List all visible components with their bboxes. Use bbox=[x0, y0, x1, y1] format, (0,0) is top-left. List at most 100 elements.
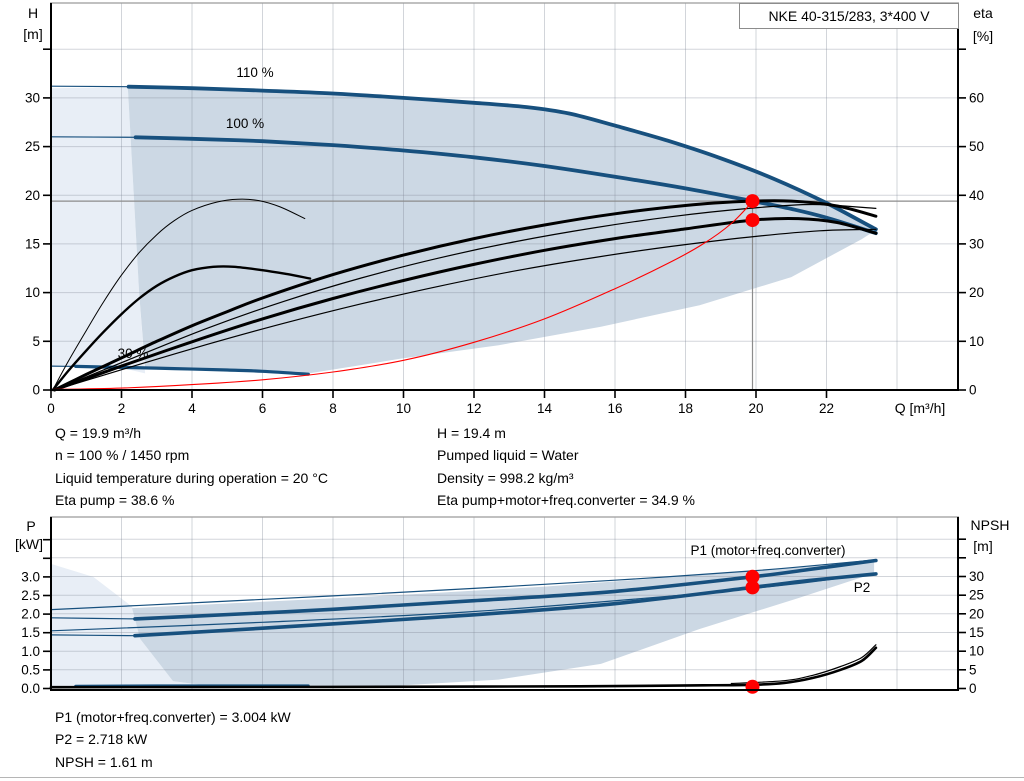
svg-text:22: 22 bbox=[819, 401, 834, 416]
pump-title-text: NKE 40-315/283, 3*400 V bbox=[768, 8, 930, 24]
svg-text:10: 10 bbox=[969, 334, 984, 349]
p-axis-unit: [kW] bbox=[15, 536, 43, 552]
qh-110-start-curve bbox=[50, 85, 133, 88]
axis-ticks: 0.0 0.5 1.0 1.5 2.0 2.5 3.0 0 5 10 15 20 25 30 bbox=[21, 538, 984, 696]
info-speed: n = 100 % / 1450 rpm bbox=[55, 447, 190, 464]
system-curve-curve bbox=[50, 201, 754, 391]
eta-total-30-curve bbox=[51, 265, 312, 392]
h-axis-unit: [m] bbox=[23, 26, 43, 42]
p2-100-curve bbox=[133, 572, 878, 638]
q-axis-label: Q [m³/h] bbox=[894, 400, 946, 416]
svg-text:20: 20 bbox=[969, 606, 984, 621]
svg-text:10: 10 bbox=[25, 285, 40, 300]
svg-text:8: 8 bbox=[329, 401, 337, 416]
curves bbox=[49, 558, 878, 689]
region-envelope-light bbox=[51, 87, 146, 374]
svg-text:15: 15 bbox=[25, 236, 40, 251]
svg-text:1.5: 1.5 bbox=[21, 625, 40, 640]
curve-label: 110 % bbox=[236, 65, 273, 80]
npsh-curve bbox=[49, 646, 878, 689]
p2-100-start-curve bbox=[50, 634, 137, 637]
svg-text:0: 0 bbox=[47, 401, 55, 416]
eta-pump-110-curve bbox=[53, 203, 877, 391]
p1-100-start-curve bbox=[50, 617, 137, 620]
h-axis-name: H bbox=[27, 5, 39, 21]
eta-pump-30-curve bbox=[52, 198, 306, 391]
top-chart: 110 %100 %30 %05101520253001020304050600… bbox=[25, 2, 984, 416]
eta-axis-unit: [%] bbox=[972, 28, 994, 44]
bottom-chart: P1 (motor+freq.converter) P2 0.0 0.5 1.0 1.5 2… bbox=[21, 516, 984, 696]
bottom-separator-line bbox=[0, 777, 1024, 778]
svg-text:0: 0 bbox=[969, 681, 977, 696]
svg-text:20: 20 bbox=[25, 188, 40, 203]
svg-text:20: 20 bbox=[748, 401, 763, 416]
duty-point-dot bbox=[745, 194, 760, 209]
svg-text:30: 30 bbox=[969, 236, 984, 251]
svg-text:30: 30 bbox=[25, 90, 40, 105]
curve-label: 30 % bbox=[118, 346, 149, 361]
region-envelope-dark bbox=[132, 559, 875, 688]
svg-text:2: 2 bbox=[118, 401, 126, 416]
svg-text:4: 4 bbox=[188, 401, 196, 416]
svg-text:16: 16 bbox=[607, 401, 622, 416]
svg-text:10: 10 bbox=[969, 644, 984, 659]
svg-text:6: 6 bbox=[259, 401, 267, 416]
qh-100-start-curve bbox=[50, 136, 140, 138]
info-q: Q = 19.9 m³/h bbox=[55, 425, 141, 441]
svg-text:2.0: 2.0 bbox=[21, 607, 40, 622]
info-npsh: NPSH = 1.61 m bbox=[55, 753, 153, 770]
info-pumped-liquid: Pumped liquid = Water bbox=[437, 447, 579, 464]
svg-text:25: 25 bbox=[969, 588, 984, 603]
p-axis-name: P bbox=[26, 518, 36, 534]
p1-110-curve bbox=[50, 559, 877, 611]
info-eta-total: Eta pump+motor+freq.converter = 34.9 % bbox=[437, 492, 695, 509]
svg-text:30: 30 bbox=[969, 569, 984, 584]
svg-text:15: 15 bbox=[969, 625, 984, 640]
plot-border bbox=[50, 516, 959, 691]
pump-title-box: NKE 40-315/283, 3*400 V bbox=[739, 3, 959, 29]
qh-100-curve bbox=[133, 135, 878, 236]
svg-text:12: 12 bbox=[466, 401, 481, 416]
curve-label: P1 (motor+freq.converter) bbox=[691, 543, 846, 558]
duty-point-dot bbox=[745, 580, 760, 595]
region-envelope-light bbox=[51, 563, 221, 688]
curve-label: P2 bbox=[854, 580, 871, 595]
svg-text:0.0: 0.0 bbox=[21, 681, 40, 696]
info-p2: P2 = 2.718 kW bbox=[55, 731, 148, 748]
eta-axis-name: eta bbox=[973, 5, 993, 21]
axis-ticks: 0 5 10 15 20 25 30 0 10 20 30 40 50 60 0 2 4 6 8 10 12 14 16 18… bbox=[25, 48, 984, 416]
svg-text:2.5: 2.5 bbox=[21, 588, 40, 603]
speed-envelope-regions bbox=[51, 559, 875, 688]
svg-text:1.0: 1.0 bbox=[21, 644, 40, 659]
svg-text:5: 5 bbox=[32, 334, 40, 349]
svg-text:18: 18 bbox=[678, 401, 693, 416]
svg-text:10: 10 bbox=[396, 401, 411, 416]
info-eta-pump: Eta pump = 38.6 % bbox=[55, 492, 175, 509]
svg-text:20: 20 bbox=[969, 285, 984, 300]
svg-text:14: 14 bbox=[537, 401, 553, 416]
info-p1: P1 (motor+freq.converter) = 3.004 kW bbox=[55, 709, 291, 725]
npsh-axis-name: NPSH bbox=[970, 517, 1010, 533]
info-liquid-temp: Liquid temperature during operation = 20… bbox=[55, 469, 328, 486]
duty-info-block-right: H = 19.4 m Pumped liquid = Water Density… bbox=[437, 422, 695, 512]
svg-text:40: 40 bbox=[969, 188, 984, 203]
svg-text:50: 50 bbox=[969, 139, 984, 154]
npsh-twin-curve bbox=[730, 644, 877, 685]
svg-text:60: 60 bbox=[969, 90, 984, 105]
svg-text:0.5: 0.5 bbox=[21, 662, 40, 677]
svg-text:0: 0 bbox=[32, 383, 40, 398]
info-density: Density = 998.2 kg/m³ bbox=[437, 469, 574, 486]
p1-100-curve bbox=[133, 558, 878, 621]
qh-110-curve bbox=[126, 84, 878, 232]
svg-text:5: 5 bbox=[969, 662, 977, 677]
power-info-block: P1 (motor+freq.converter) = 3.004 kW P2 … bbox=[55, 706, 291, 773]
eta-total-110-curve bbox=[53, 228, 877, 391]
eta-total-100-curve bbox=[53, 216, 878, 392]
info-h: H = 19.4 m bbox=[437, 425, 506, 441]
duty-point-dot bbox=[745, 679, 760, 694]
curve-label: 100 % bbox=[226, 116, 264, 131]
svg-text:0: 0 bbox=[969, 383, 977, 398]
svg-text:25: 25 bbox=[25, 139, 40, 154]
svg-text:3.0: 3.0 bbox=[21, 569, 40, 584]
